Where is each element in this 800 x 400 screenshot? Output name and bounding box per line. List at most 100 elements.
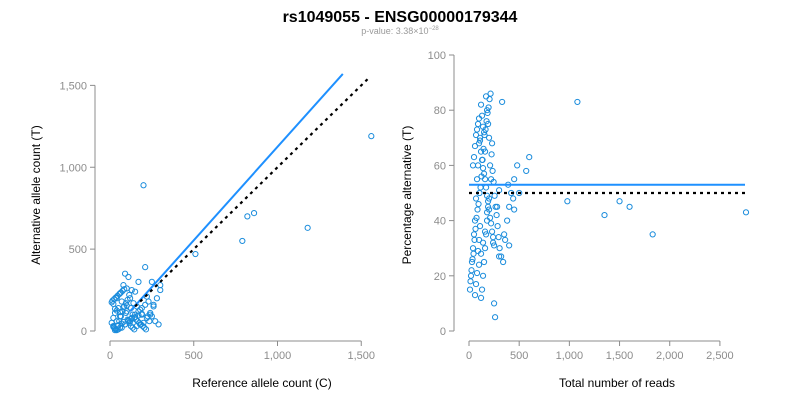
- data-point: [475, 115, 483, 122]
- data-point: [121, 321, 129, 328]
- y-axis-title: Percentage alternative (T): [400, 126, 414, 265]
- data-point: [152, 318, 159, 325]
- figure-subtitle: p-value: 3.38×10−28: [361, 26, 439, 36]
- data-point: [142, 264, 149, 271]
- data-point: [486, 96, 493, 103]
- data-point: [120, 282, 127, 289]
- data-point: [135, 308, 142, 315]
- data-point: [110, 322, 117, 330]
- data-point: [157, 286, 164, 294]
- data-point: [481, 245, 489, 252]
- y-tick-label: 0: [440, 326, 446, 338]
- allele-count-scatter-panel: 0 500 1,000 1,500 0 500 1,000 1,500 Reference al…: [29, 73, 375, 390]
- data-point: [484, 198, 492, 205]
- data-point: [140, 182, 147, 189]
- data-point: [119, 287, 126, 294]
- x-tick-label: 0: [107, 350, 113, 362]
- data-point: [145, 298, 152, 305]
- data-point: [476, 137, 484, 144]
- x-tick-label: 0: [466, 350, 472, 362]
- data-point: [491, 314, 499, 321]
- x-tick-label: 2,500: [706, 350, 734, 362]
- data-point: [468, 258, 476, 266]
- data-point: [478, 286, 486, 293]
- data-point: [472, 280, 480, 288]
- data-point: [499, 98, 506, 106]
- data-point: [466, 286, 474, 293]
- data-point: [493, 211, 500, 219]
- data-point: [473, 269, 481, 277]
- y-tick-label: 500: [69, 244, 87, 256]
- data-point: [514, 162, 521, 169]
- y-tick-label: 100: [428, 50, 446, 62]
- data-point: [626, 203, 633, 210]
- data-point: [155, 321, 162, 328]
- x-tick-label: 1,000: [264, 350, 292, 362]
- data-point: [485, 134, 493, 141]
- data-point: [506, 242, 513, 249]
- p-value-text: p-value: 3.38×10: [361, 26, 428, 36]
- data-point: [147, 311, 154, 318]
- data-point: [135, 312, 142, 319]
- data-point: [496, 253, 503, 260]
- data-point: [511, 176, 518, 183]
- data-point: [477, 101, 485, 108]
- data-point: [500, 258, 507, 266]
- data-point: [477, 294, 485, 301]
- data-point: [111, 295, 118, 303]
- data-point: [244, 213, 251, 220]
- data-point: [574, 98, 581, 106]
- data-point: [117, 289, 124, 296]
- figure-title: rs1049055 - ENSG00000179344: [283, 9, 518, 26]
- data-point: [132, 311, 139, 318]
- data-point: [118, 324, 125, 331]
- data-point: [477, 148, 485, 155]
- data-point: [140, 319, 147, 326]
- data-point: [132, 313, 139, 321]
- data-point: [467, 272, 475, 279]
- data-point: [470, 231, 478, 238]
- x-axis-title: Total number of reads: [559, 376, 675, 390]
- data-point: [482, 126, 489, 133]
- data-point: [127, 322, 135, 330]
- data-point: [125, 273, 132, 281]
- data-point: [471, 142, 479, 150]
- data-point: [138, 304, 145, 312]
- data-point: [472, 131, 480, 139]
- data-point: [479, 239, 487, 246]
- data-point: [470, 154, 478, 161]
- data-point: [192, 250, 199, 258]
- data-point: [153, 295, 160, 302]
- data-point: [116, 309, 124, 316]
- y-tick-label: 40: [434, 216, 446, 228]
- data-point: [742, 209, 750, 216]
- data-point: [115, 326, 122, 333]
- data-point: [471, 236, 478, 244]
- data-point: [472, 225, 479, 232]
- data-point: [490, 300, 498, 307]
- data-point: [476, 223, 484, 230]
- data-point: [616, 198, 623, 205]
- data-point: [516, 189, 523, 197]
- data-point: [479, 272, 487, 279]
- data-point: [113, 318, 120, 325]
- data-point: [133, 322, 140, 330]
- data-point: [523, 167, 530, 175]
- data-point: [511, 206, 518, 213]
- data-point: [130, 300, 137, 307]
- data-point: [486, 162, 494, 169]
- data-point: [487, 90, 494, 97]
- data-point: [488, 228, 496, 235]
- reference-line: [134, 76, 371, 308]
- data-point: [477, 250, 485, 257]
- data-point: [127, 295, 134, 302]
- data-point: [480, 258, 488, 266]
- data-point: [142, 326, 150, 333]
- data-point: [470, 250, 477, 257]
- x-axis-title: Reference allele count (C): [192, 376, 331, 390]
- x-tick-label: 500: [510, 350, 528, 362]
- data-point: [113, 307, 120, 314]
- p-value-exponent: −28: [429, 26, 440, 32]
- data-point: [496, 245, 503, 252]
